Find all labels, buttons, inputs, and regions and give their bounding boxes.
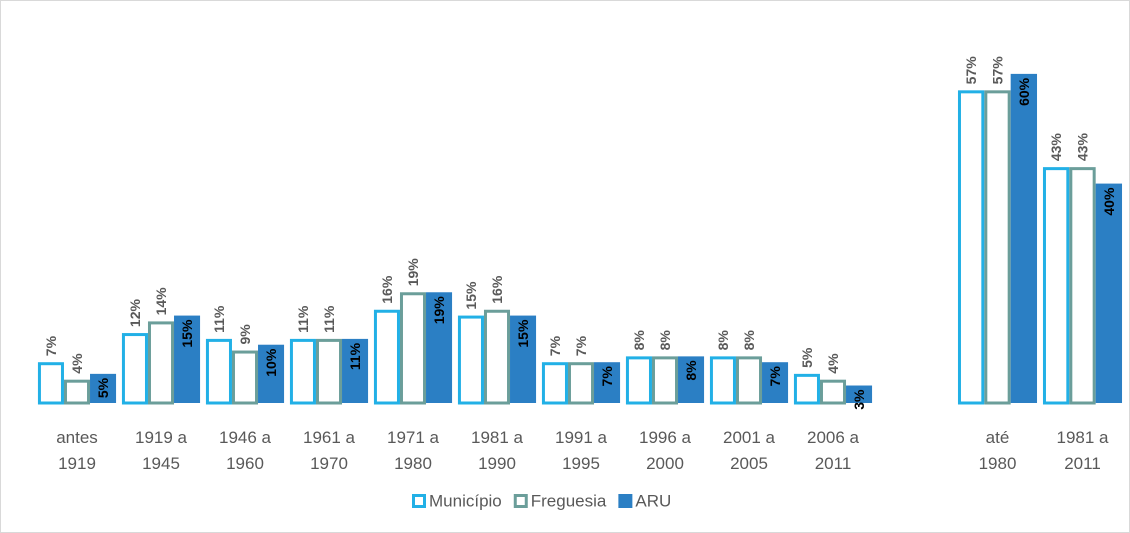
bar: [1010, 73, 1038, 403]
value-label: 15%: [179, 319, 195, 348]
bar: [289, 338, 316, 405]
value-label: 7%: [547, 335, 563, 356]
value-label: 7%: [43, 335, 59, 356]
value-label: 11%: [295, 305, 311, 333]
value-label: 8%: [715, 330, 731, 351]
value-label: 7%: [767, 366, 783, 387]
bar: [457, 315, 484, 405]
value-label: 4%: [69, 353, 85, 374]
value-label: 15%: [463, 281, 479, 310]
bar: [174, 315, 201, 403]
value-label: 43%: [1048, 133, 1064, 162]
bar: [793, 373, 820, 405]
bar: [426, 292, 453, 403]
x-tick-label: 1946 a 1960: [219, 428, 272, 473]
value-label: 8%: [683, 360, 699, 381]
x-tick-label: 1996 a 2000: [639, 428, 692, 473]
value-label: 16%: [379, 275, 395, 304]
bar: [342, 338, 369, 403]
bar: [121, 333, 148, 405]
bar: [510, 315, 537, 403]
bar: [846, 385, 873, 403]
value-label: 8%: [741, 330, 757, 351]
value-label: 16%: [489, 275, 505, 304]
legend-swatch: [618, 494, 633, 508]
x-tick-label: 1971 a 1980: [387, 428, 440, 473]
value-label: 60%: [1016, 77, 1032, 106]
bar: [483, 309, 511, 405]
value-label: 5%: [799, 347, 815, 368]
bar: [147, 321, 175, 405]
value-label: 11%: [211, 305, 227, 333]
x-tick-label: 1981 a 2011: [1057, 428, 1110, 473]
bar: [258, 344, 285, 403]
bar: [957, 90, 985, 405]
bar: [678, 356, 705, 403]
bar: [594, 362, 621, 403]
x-tick-label: até 1980: [979, 428, 1017, 473]
x-tick-label: 1981 a 1990: [471, 428, 524, 473]
value-label: 15%: [515, 319, 531, 348]
bar: [1095, 183, 1123, 403]
value-label: 40%: [1101, 187, 1117, 216]
value-label: 10%: [263, 348, 279, 377]
bar: [90, 373, 117, 403]
bar: [205, 338, 232, 405]
legend-label: ARU: [635, 491, 671, 510]
bar: [567, 362, 595, 405]
value-label: 14%: [153, 287, 169, 316]
value-label: 4%: [825, 353, 841, 374]
value-label: 57%: [990, 56, 1006, 85]
value-label: 5%: [95, 377, 111, 398]
legend-label: Município: [429, 491, 502, 510]
legend-label: Freguesia: [531, 491, 607, 510]
x-tick-label: 1961 a 1970: [303, 428, 356, 473]
bar: [651, 356, 679, 405]
bar: [373, 309, 400, 405]
value-label: 19%: [405, 258, 421, 287]
value-label: 7%: [599, 366, 615, 387]
bar: [735, 356, 763, 405]
legend-swatch: [412, 494, 426, 508]
legend-swatch: [513, 494, 528, 508]
x-tick-label: 2001 a 2005: [723, 428, 776, 473]
value-label: 9%: [237, 324, 253, 345]
bar: [709, 356, 736, 405]
value-label: 8%: [631, 330, 647, 351]
bar: [762, 362, 789, 403]
bar: [984, 90, 1011, 405]
bar: [1069, 167, 1096, 405]
bar: [37, 362, 64, 405]
value-label: 57%: [963, 56, 979, 85]
bar: [63, 379, 91, 405]
value-label: 11%: [347, 342, 363, 370]
value-label: 11%: [321, 305, 337, 333]
bar: [625, 356, 652, 405]
bar: [231, 350, 259, 405]
value-label: 3%: [851, 389, 867, 410]
bar: [1042, 167, 1070, 405]
bar: [399, 292, 427, 405]
value-label: 43%: [1075, 133, 1091, 162]
x-tick-label: 1991 a 1995: [555, 428, 608, 473]
value-label: 8%: [657, 330, 673, 351]
value-label: 12%: [127, 298, 143, 327]
value-label: 19%: [431, 296, 447, 325]
bar: [541, 362, 568, 405]
x-tick-label: 2006 a 2011: [807, 428, 860, 473]
bar: [315, 338, 343, 405]
x-tick-label: 1919 a 1945: [135, 428, 188, 473]
x-tick-label: antes 1919: [56, 428, 98, 473]
value-label: 7%: [573, 335, 589, 356]
bar: [819, 379, 847, 405]
